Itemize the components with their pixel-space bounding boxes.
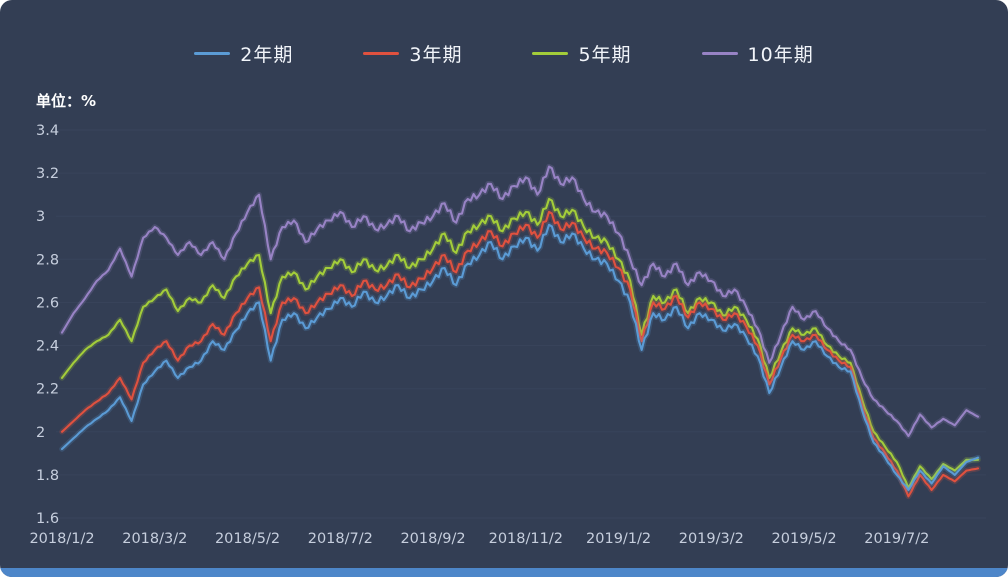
- unit-label: 单位：%: [36, 92, 97, 110]
- x-axis-tick-label: 2018/7/2: [308, 531, 373, 547]
- y-axis-tick-label: 3: [36, 209, 45, 225]
- x-axis-tick-label: 2019/7/2: [864, 531, 929, 547]
- y-axis-tick-label: 1.6: [36, 511, 59, 527]
- legend-item-5y[interactable]: 5年期: [532, 40, 631, 67]
- legend-label-3y: 3年期: [409, 44, 463, 66]
- y-axis-tick-label: 3.2: [36, 166, 59, 182]
- y-axis-tick-label: 1.8: [36, 468, 59, 484]
- series-line-1: [60, 210, 980, 498]
- x-axis-tick-label: 2018/3/2: [122, 531, 187, 547]
- y-axis-tick-label: 2: [36, 425, 45, 441]
- y-axis-tick-label: 2.6: [36, 295, 59, 311]
- series-line-3: [60, 165, 980, 438]
- x-axis-tick-label: 2019/5/2: [772, 531, 837, 547]
- x-axis-tick-label: 2019/1/2: [586, 531, 651, 547]
- legend-label-5y: 5年期: [578, 44, 632, 66]
- bottom-accent-strip: [0, 568, 1008, 577]
- x-axis-tick-label: 2019/3/2: [679, 531, 744, 547]
- y-axis-tick-label: 2.8: [36, 252, 59, 268]
- y-axis-tick-label: 2.4: [36, 339, 59, 355]
- x-axis-tick-label: 2018/1/2: [29, 531, 94, 547]
- y-axis-tick-label: 2.2: [36, 382, 59, 398]
- series-line-0: [60, 223, 980, 492]
- legend-label-2y: 2年期: [240, 44, 294, 66]
- legend-line-10y-icon: [701, 52, 738, 55]
- legend-line-5y-icon: [532, 52, 569, 55]
- legend: 2年期 3年期 5年期 10年期: [0, 40, 1008, 67]
- legend-line-2y-icon: [194, 52, 231, 55]
- legend-item-3y[interactable]: 3年期: [363, 40, 462, 67]
- series-line-2: [60, 197, 980, 489]
- legend-item-10y[interactable]: 10年期: [701, 40, 814, 67]
- legend-line-3y-icon: [363, 52, 400, 55]
- legend-label-10y: 10年期: [747, 44, 814, 66]
- legend-item-2y[interactable]: 2年期: [194, 40, 293, 67]
- x-axis-tick-label: 2018/11/2: [489, 531, 563, 547]
- x-axis-tick-label: 2018/5/2: [215, 531, 280, 547]
- x-axis-tick-label: 2018/9/2: [400, 531, 465, 547]
- y-axis-tick-label: 3.4: [36, 123, 59, 139]
